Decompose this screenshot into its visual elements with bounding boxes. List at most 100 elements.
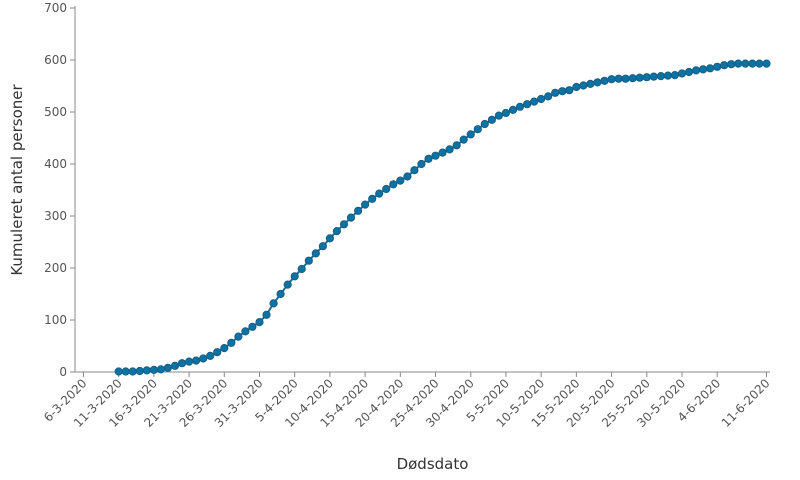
data-point <box>487 115 496 124</box>
data-point <box>121 367 130 376</box>
data-point <box>220 344 229 353</box>
data-point <box>339 220 349 229</box>
data-point <box>466 130 475 139</box>
data-point <box>241 327 250 336</box>
data-point <box>135 366 144 376</box>
data-point <box>713 62 722 71</box>
y-tick-label: 100 <box>44 313 67 327</box>
data-point <box>656 72 666 81</box>
data-point <box>452 141 461 150</box>
data-point <box>227 338 236 347</box>
data-point <box>389 180 398 189</box>
data-point <box>551 88 560 97</box>
data-point <box>684 67 694 77</box>
x-axis: 6-3-202011-3-202016-3-202021-3-202026-3-… <box>41 371 773 430</box>
data-point <box>741 59 750 68</box>
data-point <box>572 82 581 92</box>
data-point <box>276 289 285 299</box>
data-point <box>255 318 264 327</box>
data-point <box>523 100 532 109</box>
data-point <box>192 356 201 365</box>
data-point <box>325 234 334 243</box>
y-tick-label: 200 <box>44 261 67 275</box>
y-tick-label: 500 <box>44 105 67 119</box>
data-point <box>262 310 271 319</box>
data-point <box>431 151 440 160</box>
data-point <box>621 74 630 83</box>
data-point <box>142 366 151 375</box>
data-point <box>185 357 194 366</box>
data-point <box>579 81 588 90</box>
y-tick-label: 600 <box>44 53 67 67</box>
data-point <box>149 365 158 374</box>
y-tick-label: 400 <box>44 157 67 171</box>
data-point <box>677 69 687 78</box>
data-point <box>593 78 602 87</box>
data-point <box>699 65 708 74</box>
data-point <box>670 71 680 80</box>
data-point <box>480 119 489 129</box>
data-point <box>600 76 609 85</box>
data-point <box>614 74 623 83</box>
data-point <box>128 367 137 376</box>
data-point <box>501 108 510 118</box>
data-point <box>290 272 299 281</box>
y-axis-title: Kumuleret antal personer <box>8 84 26 276</box>
data-point <box>382 184 391 194</box>
data-point <box>586 79 595 89</box>
data-point <box>635 73 644 82</box>
data-point <box>403 172 412 181</box>
data-point <box>269 299 278 308</box>
data-point <box>199 354 208 363</box>
data-point <box>234 332 243 341</box>
data-point <box>354 206 363 215</box>
data-point <box>368 194 377 203</box>
data-point <box>558 87 567 96</box>
y-axis: 0 100 200 300 400 500 600 700 <box>44 1 76 379</box>
data-point <box>734 59 743 68</box>
data-point <box>748 59 757 68</box>
data-point <box>459 135 468 144</box>
y-tick-label: 0 <box>59 365 67 379</box>
series <box>114 59 771 376</box>
data-point <box>332 227 341 236</box>
data-point <box>628 74 637 83</box>
data-point <box>170 361 180 370</box>
data-point <box>642 73 651 82</box>
data-point <box>361 200 370 209</box>
data-point <box>283 280 292 289</box>
data-point <box>213 348 222 357</box>
data-point <box>177 359 187 368</box>
data-point <box>304 256 313 265</box>
data-point <box>311 249 320 258</box>
data-point <box>508 105 518 115</box>
x-tick-label: 11-6-2020 <box>719 376 773 430</box>
data-point <box>565 86 574 95</box>
data-point <box>762 59 771 68</box>
data-point <box>515 102 525 111</box>
y-tick-label: 700 <box>44 1 67 15</box>
x-axis-title: Dødsdato <box>397 455 469 473</box>
y-tick-label: 300 <box>44 209 67 223</box>
data-point <box>727 60 736 69</box>
data-point <box>663 71 673 80</box>
data-point <box>607 75 616 84</box>
data-point <box>156 365 165 374</box>
data-point <box>537 94 546 104</box>
data-point <box>494 111 503 120</box>
data-point <box>755 59 764 68</box>
data-point <box>706 64 715 73</box>
data-point <box>396 176 405 185</box>
data-point <box>297 264 306 274</box>
data-point <box>206 351 215 360</box>
data-point <box>530 97 539 106</box>
data-point <box>438 148 447 157</box>
data-point <box>544 92 553 101</box>
data-point <box>720 61 729 70</box>
data-point <box>424 154 433 163</box>
data-point <box>248 322 257 331</box>
data-point <box>417 159 426 169</box>
data-point <box>649 72 658 81</box>
data-point <box>114 367 123 376</box>
